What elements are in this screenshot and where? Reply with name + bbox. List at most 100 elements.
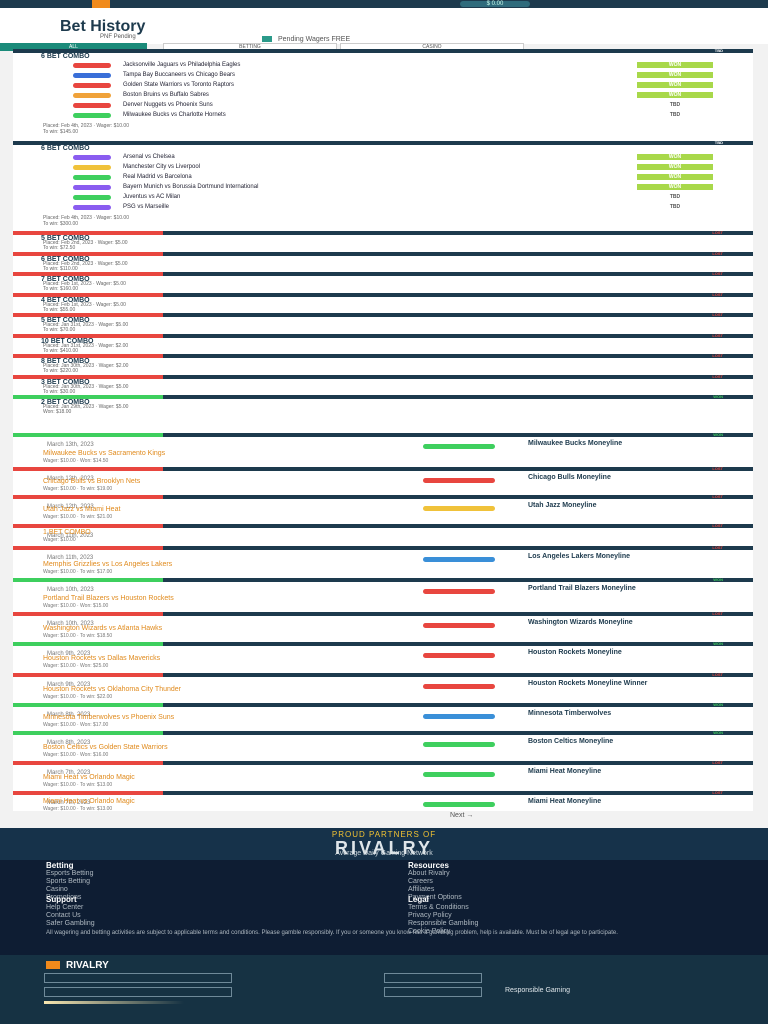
bet-meta: Placed: Feb 1st, 2023 · Wager: $5.00 (43, 281, 126, 287)
bet-card-single[interactable]: LOST March 7th, 2023 Miami Heat Moneyline M… (13, 791, 753, 813)
bet-card-single[interactable]: LOST March 11th, 2023 1 BET COMBO Wager: $1… (13, 523, 753, 544)
bet-meta: Placed: Feb 4th, 2023 · Wager: $10.00 (43, 215, 129, 221)
footer-link[interactable]: Affiliates (408, 886, 435, 893)
bet-title: 4 BET COMBO (41, 296, 90, 304)
bet-card-single[interactable]: WON March 8th, 2023 Minnesota Timberwolves… (13, 702, 753, 729)
partner-banner: PROUD PARTNERS OF RIVALRY Average Daily … (0, 828, 768, 860)
bet-card-single[interactable]: WON March 13th, 2023 Milwaukee Bucks Money… (13, 433, 753, 465)
leg-status: TBD (669, 194, 681, 200)
match-teams[interactable]: Boston Celtics vs Golden State Warriors (43, 744, 168, 751)
result-label: WON (713, 432, 723, 437)
footer-link[interactable]: Help Center (46, 904, 84, 911)
footer-link[interactable]: Promotions (46, 894, 82, 901)
match-date: March 9th, 2023 (47, 681, 91, 688)
footer-select[interactable] (384, 973, 482, 983)
bet-card-parlay[interactable]: TBD 6 BET COMBO Jacksonville Jaguars vs Ph… (13, 49, 753, 137)
footer-link[interactable]: Safer Gambling (46, 920, 95, 927)
footer-link[interactable]: Esports Betting (46, 870, 94, 877)
footer-select[interactable] (44, 987, 232, 997)
bet-card-single[interactable]: LOST March 9th, 2023 Houston Rockets Money… (13, 672, 753, 701)
bet-card-single[interactable]: LOST March 12th, 2023 Chicago Bulls Moneyl… (13, 467, 753, 493)
bet-meta: Wager: $10.00 · Won: $15.00 (43, 603, 109, 609)
result-flag (13, 49, 163, 53)
footer-link[interactable]: About Rivalry (408, 870, 450, 877)
match-teams[interactable]: Utah Jazz vs Miami Heat (43, 506, 121, 514)
next-page-link[interactable]: Next → (450, 812, 474, 819)
footer-select[interactable] (384, 987, 482, 997)
match-date: March 9th, 2023 (47, 651, 91, 658)
bet-card-single[interactable]: WON March 8th, 2023 Boston Celtics Moneyli… (13, 731, 753, 759)
footer-link[interactable]: Terms & Conditions (408, 904, 469, 911)
leg-status: WON (637, 92, 713, 98)
bet-pick: Los Angeles Lakers Moneyline (528, 552, 631, 560)
bet-card-combo[interactable]: LOST 5 BET COMBO Placed: Jan 31st, 2023 · … (13, 313, 753, 333)
bet-pick: Houston Rockets Moneyline Winner (528, 679, 648, 687)
bet-card-combo[interactable]: LOST 6 BET COMBO Placed: Feb 2nd, 2023 · W… (13, 251, 753, 271)
footer-link[interactable]: Contact Us (46, 912, 81, 919)
bet-card-single[interactable]: LOST March 10th, 2023 Washington Wizards M… (13, 612, 753, 640)
footer-link[interactable]: Cookie Policy (408, 928, 451, 935)
match-teams[interactable]: Houston Rockets vs Oklahoma City Thunder (43, 685, 181, 693)
result-flag (13, 672, 163, 677)
match-teams[interactable]: Chicago Bulls vs Brooklyn Nets (43, 478, 141, 486)
footer-col-legal: Legal Terms & Conditions Privacy Policy … (408, 895, 479, 936)
match-date: March 12th, 2023 (47, 504, 94, 511)
bet-card-single[interactable]: LOST March 7th, 2023 Miami Heat Moneyline M… (13, 761, 753, 789)
match-teams[interactable]: Miami Heat vs Orlando Magic (43, 798, 135, 806)
bet-card-combo[interactable]: WON 2 BET COMBO Placed: Jan 29th, 2023 · W… (13, 395, 753, 415)
bet-meta: Wager: $10.00 (43, 536, 76, 543)
team-badge-icon (423, 589, 495, 594)
result-flag (13, 578, 163, 582)
match-teams[interactable]: Washington Wizards vs Atlanta Hawks (43, 625, 163, 633)
footer-select[interactable] (44, 973, 232, 983)
bet-card-header: LOST (13, 495, 753, 500)
match-teams[interactable]: Milwaukee Bucks vs Sacramento Kings (43, 450, 166, 457)
match-teams[interactable]: Memphis Grizzlies vs Los Angeles Lakers (43, 560, 173, 568)
bet-card-combo[interactable]: LOST 4 BET COMBO Placed: Feb 1st, 2023 · W… (13, 292, 753, 312)
result-label: TBD (714, 140, 723, 145)
bet-card-parlay[interactable]: TBD 6 BET COMBO Arsenal vs Chelsea WON Manch… (13, 141, 753, 229)
match-teams[interactable]: Houston Rockets vs Dallas Mavericks (43, 655, 161, 663)
team-badge-icon (423, 802, 495, 808)
bet-meta: Wager: $10.00 · To win: $18.50 (43, 633, 113, 640)
responsible-gaming-link[interactable]: Responsible Gaming (505, 987, 570, 994)
bet-card-combo[interactable]: LOST 3 BET COMBO Placed: Jan 30th, 2023 · … (13, 374, 753, 394)
bet-card-single[interactable]: LOST March 11th, 2023 Los Angeles Lakers M… (13, 545, 753, 576)
bet-card-header: LOST (13, 313, 753, 317)
bet-card-combo[interactable]: LOST 5 BET COMBO Placed: Feb 2nd, 2023 · W… (13, 231, 753, 251)
result-flag (13, 761, 163, 766)
match-teams[interactable]: Minnesota Timberwolves vs Phoenix Suns (43, 713, 175, 721)
brand-logo[interactable] (92, 0, 110, 8)
footer-link[interactable]: Casino (46, 886, 68, 893)
bet-meta: Wager: $10.00 · To win: $22.00 (43, 693, 113, 700)
bet-card-combo[interactable]: LOST 8 BET COMBO Placed: Jan 30th, 2023 · … (13, 354, 753, 374)
balance-pill[interactable]: $ 0.00 (460, 1, 530, 7)
match-teams[interactable]: Miami Heat vs Orlando Magic (43, 774, 135, 782)
bet-card-header: LOST (13, 292, 753, 297)
bet-card-single[interactable]: WON March 9th, 2023 Houston Rockets Moneyl… (13, 642, 753, 670)
footer-link[interactable]: Careers (408, 878, 433, 885)
bet-card-single[interactable]: WON March 10th, 2023 Portland Trail Blazer… (13, 578, 753, 610)
footer-link[interactable]: Privacy Policy (408, 912, 452, 919)
leg-status: WON (637, 154, 713, 160)
bet-card-single[interactable]: LOST March 12th, 2023 Utah Jazz Moneyline U… (13, 495, 753, 521)
bet-meta: Wager: $10.00 · Won: $16.00 (43, 752, 109, 758)
team-badge-icon (423, 556, 495, 562)
bet-card-header: LOST (13, 672, 753, 677)
result-flag (13, 523, 163, 528)
footer-col-support: Support Help Center Contact Us Safer Gam… (46, 895, 95, 928)
match-teams[interactable]: Portland Trail Blazers vs Houston Rocket… (43, 595, 174, 602)
footer-link[interactable]: Sports Betting (46, 878, 90, 885)
bet-card-combo[interactable]: LOST 7 BET COMBO Placed: Feb 1st, 2023 · W… (13, 272, 753, 292)
match-teams[interactable]: 1 BET COMBO (43, 528, 91, 536)
footer-logo[interactable]: RIVALRY (46, 960, 109, 971)
team-logo-icon (73, 113, 111, 118)
bet-leg: Golden State Warriors vs Toronto Raptors… (73, 81, 713, 89)
footer-link[interactable]: Payment Options (408, 894, 462, 901)
bet-leg: PSG vs Marseille TBD (73, 203, 713, 211)
bet-card-header: LOST (13, 612, 753, 617)
team-logo-icon (73, 185, 111, 190)
bet-card-combo[interactable]: LOST 10 BET COMBO Placed: Jan 31st, 2023 ·… (13, 333, 753, 353)
bet-leg: Manchester City vs Liverpool WON (73, 163, 713, 171)
footer-link[interactable]: Responsible Gambling (408, 920, 479, 927)
